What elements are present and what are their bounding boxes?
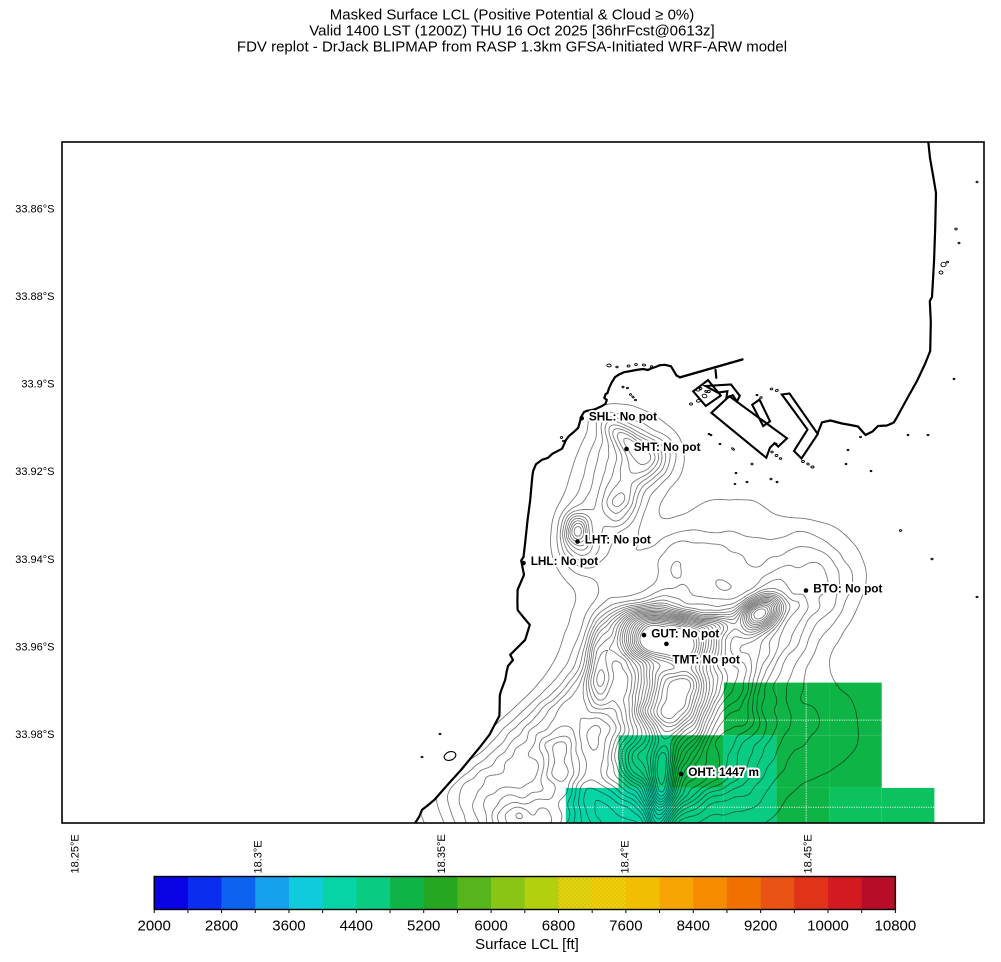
svg-text:2000: 2000 (138, 918, 171, 935)
svg-text:Masked Surface LCL (Positive P: Masked Surface LCL (Positive Potential &… (330, 7, 695, 24)
svg-text:OHT: 1447 m: OHT: 1447 m (688, 765, 759, 779)
svg-text:10000: 10000 (807, 918, 849, 935)
svg-text:33.86°S: 33.86°S (15, 203, 54, 215)
svg-text:18.3°E: 18.3°E (253, 840, 265, 873)
svg-text:33.98°S: 33.98°S (15, 729, 54, 741)
svg-text:10800: 10800 (875, 918, 917, 935)
svg-text:18.45°E: 18.45°E (803, 834, 815, 873)
svg-text:SHL: No pot: SHL: No pot (589, 410, 657, 424)
svg-text:33.96°S: 33.96°S (15, 641, 54, 653)
svg-text:18.4°E: 18.4°E (619, 840, 631, 873)
svg-text:6800: 6800 (542, 918, 575, 935)
svg-text:4400: 4400 (340, 918, 373, 935)
svg-text:6000: 6000 (474, 918, 507, 935)
svg-text:8400: 8400 (677, 918, 710, 935)
svg-text:LHT: No pot: LHT: No pot (585, 533, 651, 547)
svg-text:TMT: No pot: TMT: No pot (672, 653, 740, 667)
svg-text:Surface LCL [ft]: Surface LCL [ft] (475, 936, 579, 953)
svg-text:2800: 2800 (205, 918, 238, 935)
svg-text:7600: 7600 (609, 918, 642, 935)
svg-text:FDV replot - DrJack BLIPMAP fr: FDV replot - DrJack BLIPMAP from RASP 1.… (237, 39, 787, 56)
svg-text:18.35°E: 18.35°E (436, 834, 448, 873)
svg-text:SHT: No pot: SHT: No pot (634, 440, 701, 454)
svg-text:33.88°S: 33.88°S (15, 291, 54, 303)
svg-text:Valid 1400 LST (1200Z) THU 16: Valid 1400 LST (1200Z) THU 16 Oct 2025 [… (309, 23, 714, 40)
svg-text:33.94°S: 33.94°S (15, 554, 54, 566)
svg-text:LHL: No pot: LHL: No pot (531, 554, 599, 568)
svg-text:5200: 5200 (407, 918, 440, 935)
svg-text:3600: 3600 (272, 918, 305, 935)
svg-text:9200: 9200 (744, 918, 777, 935)
svg-text:18.25°E: 18.25°E (69, 834, 81, 873)
svg-text:BTO: No pot: BTO: No pot (813, 582, 882, 596)
svg-text:GUT: No pot: GUT: No pot (651, 626, 719, 640)
svg-text:33.9°S: 33.9°S (21, 379, 54, 391)
svg-text:33.92°S: 33.92°S (15, 466, 54, 478)
